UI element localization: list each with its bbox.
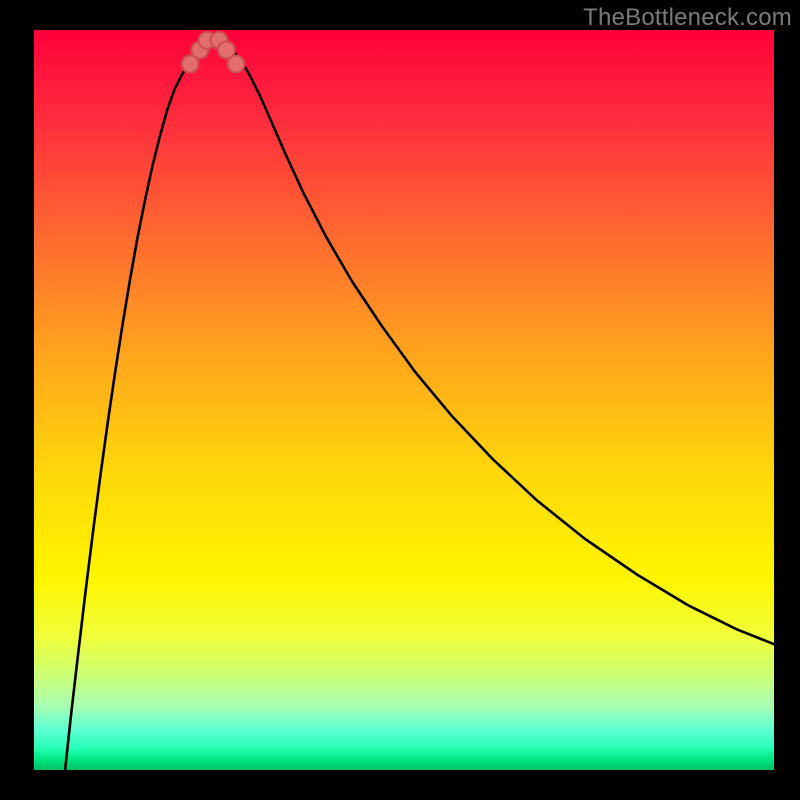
watermark-text: TheBottleneck.com — [583, 4, 792, 32]
plot-background — [34, 30, 774, 770]
trough-marker — [228, 56, 245, 73]
bottleneck-curve-plot — [34, 30, 774, 770]
chart-root: TheBottleneck.com — [0, 0, 800, 800]
